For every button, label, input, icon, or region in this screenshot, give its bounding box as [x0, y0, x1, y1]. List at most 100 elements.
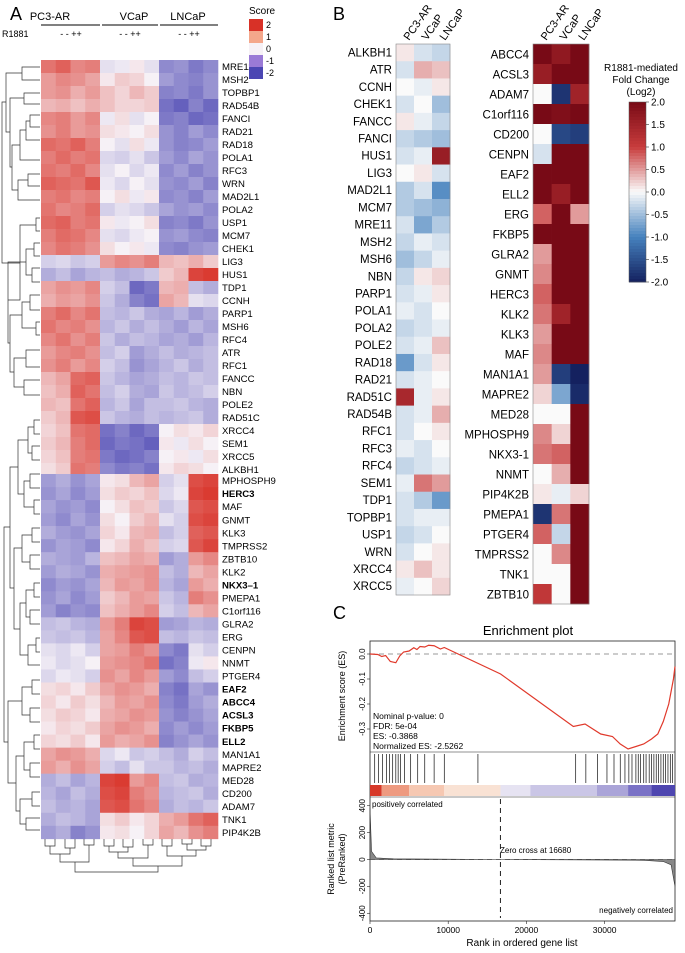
- heatmap-cell-a-top: [114, 229, 130, 243]
- heatmap-cell-a-bottom: [41, 487, 57, 501]
- gene-labels-b-left: ALKBH1 ATR CCNH CHEK1 FANCC FANCI HUS1 LIG3 MAD2…: [347, 47, 393, 593]
- fold-change-cell-b-left: [396, 336, 415, 355]
- heatmap-cell-a-bottom: [70, 630, 86, 644]
- gene-label-a-bottom: PIP4K2B: [222, 828, 261, 839]
- gene-label-b-right: GNMT: [495, 269, 529, 281]
- gene-label-b-right: KLK3: [501, 329, 529, 341]
- heatmap-cell-a-bottom: [70, 656, 86, 670]
- fold-change-cell-b-left: [396, 405, 415, 424]
- heatmap-cell-a-bottom: [188, 656, 204, 670]
- gene-label-b-left: RFC4: [362, 461, 393, 473]
- heatmap-cell-a-bottom: [129, 695, 145, 709]
- heatmap-cell-a-bottom: [114, 799, 130, 814]
- heatmap-cell-a-top: [159, 268, 175, 282]
- heatmap-cell-a-top: [55, 190, 71, 204]
- heatmap-cell-a-top: [203, 385, 219, 399]
- heatmap-cell-a-top: [144, 60, 160, 74]
- heatmap-cell-a-bottom: [70, 812, 86, 827]
- heatmap-cell-a-bottom: [188, 760, 204, 774]
- heatmap-cell-a-bottom: [173, 669, 189, 683]
- fold-change-cell-b-right: [533, 84, 552, 105]
- gene-label-b-right: NKX3-1: [489, 449, 529, 461]
- heatmap-cell-a-bottom: [173, 552, 189, 566]
- score-legend-title: Score: [249, 6, 276, 17]
- fold-change-cell-b-left: [396, 44, 415, 62]
- fold-change-cell-b-right: [551, 424, 571, 445]
- fold-change-cell-b-left: [414, 319, 433, 338]
- heatmap-cell-a-bottom: [144, 825, 160, 840]
- heatmap-cell-a-bottom: [144, 526, 160, 540]
- heatmap-cell-a-top: [41, 463, 57, 477]
- heatmap-cell-a-top: [129, 203, 145, 217]
- colorbar-segment: [629, 171, 646, 175]
- fold-change-cell-b-left: [432, 440, 451, 458]
- heatmap-cell-a-bottom: [129, 721, 145, 735]
- ranked-metric-area: [369, 808, 676, 887]
- heatmap-cell-a-top: [41, 125, 57, 139]
- heatmap-cell-a-bottom: [55, 500, 71, 514]
- heatmap-cell-a-bottom: [129, 617, 145, 631]
- gene-label-a-bottom: ERG: [222, 633, 243, 644]
- colorbar-segment: [629, 186, 646, 190]
- heatmap-cell-a-top: [188, 242, 204, 256]
- heatmap-cell-a-top: [129, 320, 145, 334]
- heatmap-cell-a-top: [114, 86, 130, 100]
- es-tick-label: -0.1: [358, 672, 367, 686]
- heatmap-cell-a-bottom: [114, 487, 130, 501]
- heatmap-cell-a-top: [85, 73, 101, 87]
- fold-change-cell-b-left: [414, 44, 433, 62]
- heatmap-cell-a-top: [70, 112, 86, 126]
- gene-label-a-top: SEM1: [222, 439, 248, 450]
- heatmap-cell-a-bottom: [188, 500, 204, 514]
- heatmap-cell-a-top: [55, 138, 71, 152]
- fold-change-cell-b-left: [432, 267, 451, 286]
- heatmap-cell-a-top: [159, 333, 175, 347]
- heatmap-cell-a-top: [173, 229, 189, 243]
- fold-change-cell-b-left: [396, 526, 415, 544]
- heatmap-cell-a-top: [159, 307, 175, 321]
- heatmap-cell-a-top: [100, 86, 116, 100]
- heatmap-cell-a-bottom: [159, 682, 175, 696]
- fold-change-cell-b-right: [551, 244, 571, 265]
- heatmap-cell-a-bottom: [203, 734, 219, 748]
- heatmap-cell-a-top: [114, 359, 130, 373]
- heatmap-cell-a-bottom: [129, 786, 145, 801]
- score-legend: Score 2 1 0 -1 -2: [249, 6, 276, 79]
- heatmap-cell-a-top: [159, 99, 175, 113]
- heatmap-cell-a-top: [114, 177, 130, 191]
- heatmap-cell-a-top: [188, 398, 204, 412]
- heatmap-cell-a-top: [100, 138, 116, 152]
- colorbar-segment: [629, 267, 646, 271]
- heatmap-cell-a-top: [114, 424, 130, 438]
- heatmap-cell-a-bottom: [144, 773, 160, 788]
- heatmap-cell-a-top: [203, 255, 219, 269]
- fold-change-cell-b-left: [414, 95, 433, 114]
- fold-change-cell-b-left: [396, 302, 415, 320]
- heatmap-cell-a-bottom: [159, 760, 175, 774]
- gene-label-a-top: MSH2: [222, 75, 249, 86]
- fold-change-cell-b-left: [432, 181, 451, 200]
- heatmap-cell-a-top: [85, 216, 101, 230]
- heatmap-cell-a-bottom: [144, 708, 160, 722]
- gene-label-b-right: TMPRSS2: [475, 549, 529, 561]
- heatmap-cell-a-bottom: [129, 656, 145, 670]
- gene-label-b-left: MCM7: [358, 202, 392, 214]
- heatmap-cell-a-top: [129, 268, 145, 282]
- heatmap-cell-a-top: [203, 229, 219, 243]
- fold-change-cell-b-left: [396, 164, 415, 183]
- fold-change-cell-b-right: [551, 104, 571, 125]
- heatmap-cell-a-top: [173, 86, 189, 100]
- heatmap-cell-a-bottom: [100, 825, 116, 840]
- fold-change-cell-b-right: [570, 204, 590, 225]
- heatmap-cell-a-bottom: [100, 656, 116, 670]
- heatmap-cell-a-top: [100, 99, 116, 113]
- fold-change-cell-b-right: [570, 484, 590, 505]
- fold-change-cell-b-left: [432, 319, 451, 338]
- heatmap-cell-a-bottom: [85, 760, 101, 774]
- colorbar-segment: [629, 129, 646, 133]
- gene-label-b-right: NNMT: [496, 469, 529, 481]
- heatmap-cell-a-top: [85, 320, 101, 334]
- heatmap-cell-a-top: [55, 398, 71, 412]
- heatmap-cell-a-bottom: [188, 734, 204, 748]
